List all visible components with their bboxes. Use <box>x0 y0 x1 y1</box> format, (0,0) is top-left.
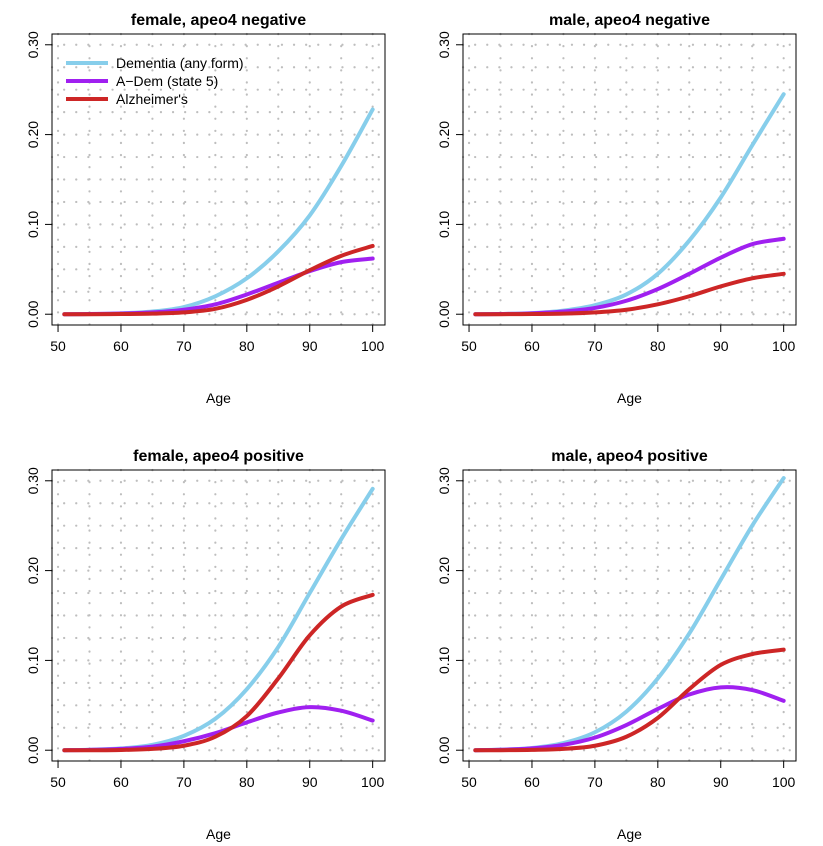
y-tick-label: 0.10 <box>25 211 41 238</box>
x-tick-label: 80 <box>650 774 666 790</box>
x-axis-label: Age <box>206 390 231 406</box>
series-line <box>62 107 375 317</box>
panel-title: male, apeo4 positive <box>551 448 708 465</box>
x-axis-label: Age <box>206 826 231 842</box>
y-tick-label: 0.10 <box>436 211 452 238</box>
grid <box>50 32 387 327</box>
chart-panel: male, apeo4 negative 50 60 70 80 90 100 0.00 0.1… <box>436 12 798 406</box>
series-line <box>62 705 375 753</box>
y-tick-label: 0.00 <box>436 736 452 763</box>
grid <box>461 468 798 763</box>
y-tick-label: 0.30 <box>436 31 452 58</box>
legend-label: Alzheimer's <box>116 91 188 107</box>
y-tick-label: 0.00 <box>436 300 452 327</box>
x-tick-label: 100 <box>361 338 385 354</box>
series-line <box>473 647 786 753</box>
y-tick-label: 0.30 <box>25 467 41 494</box>
panel-title: female, apeo4 negative <box>131 12 306 29</box>
y-tick-label: 0.20 <box>25 557 41 584</box>
x-tick-label: 50 <box>461 774 477 790</box>
x-tick-label: 70 <box>587 338 603 354</box>
series-line <box>62 592 375 753</box>
x-tick-label: 80 <box>239 338 255 354</box>
plot-frame <box>51 469 386 762</box>
x-axis-label: Age <box>617 826 642 842</box>
x-tick-label: 90 <box>302 338 318 354</box>
y-tick-label: 0.10 <box>436 647 452 674</box>
series-line <box>473 236 786 317</box>
y-tick-label: 0.00 <box>25 300 41 327</box>
y-tick-label: 0.30 <box>436 467 452 494</box>
x-tick-label: 60 <box>113 338 129 354</box>
x-tick-label: 90 <box>713 774 729 790</box>
legend-label: A−Dem (state 5) <box>116 73 218 89</box>
series-line <box>473 476 786 753</box>
x-tick-label: 50 <box>50 774 66 790</box>
series-line <box>473 685 786 753</box>
series-line <box>473 271 786 317</box>
plot-frame <box>462 33 797 326</box>
x-tick-label: 60 <box>113 774 129 790</box>
y-tick-label: 0.00 <box>25 736 41 763</box>
plot-frame <box>51 33 386 326</box>
plot-frame <box>462 469 797 762</box>
x-tick-label: 100 <box>772 338 796 354</box>
x-tick-label: 60 <box>524 338 540 354</box>
x-tick-label: 50 <box>461 338 477 354</box>
x-tick-label: 80 <box>650 338 666 354</box>
y-tick-label: 0.30 <box>25 31 41 58</box>
y-tick-label: 0.20 <box>25 121 41 148</box>
x-tick-label: 60 <box>524 774 540 790</box>
x-tick-label: 100 <box>772 774 796 790</box>
x-tick-label: 50 <box>50 338 66 354</box>
chart-panel: male, apeo4 positive 50 60 70 80 90 100 0.00 0.1… <box>436 448 798 842</box>
panel-title: male, apeo4 negative <box>549 12 710 29</box>
series-line <box>62 243 375 317</box>
series-line <box>62 256 375 317</box>
x-tick-label: 80 <box>239 774 255 790</box>
panel-title: female, apeo4 positive <box>133 448 304 465</box>
legend: Dementia (any form) A−Dem (state 5) Alzhei… <box>66 55 244 107</box>
x-axis-label: Age <box>617 390 642 406</box>
y-tick-label: 0.20 <box>436 557 452 584</box>
x-tick-label: 90 <box>713 338 729 354</box>
y-tick-label: 0.20 <box>436 121 452 148</box>
legend-label: Dementia (any form) <box>116 55 244 71</box>
x-tick-label: 70 <box>176 774 192 790</box>
x-tick-label: 70 <box>176 338 192 354</box>
x-tick-label: 90 <box>302 774 318 790</box>
x-tick-label: 100 <box>361 774 385 790</box>
y-tick-label: 0.10 <box>25 647 41 674</box>
chart-panel: female, apeo4 negative 50 60 70 80 90 100 0.00 0… <box>25 12 387 406</box>
chart-panel: female, apeo4 positive 50 60 70 80 90 100 0.00 0… <box>25 448 387 842</box>
x-tick-label: 70 <box>587 774 603 790</box>
